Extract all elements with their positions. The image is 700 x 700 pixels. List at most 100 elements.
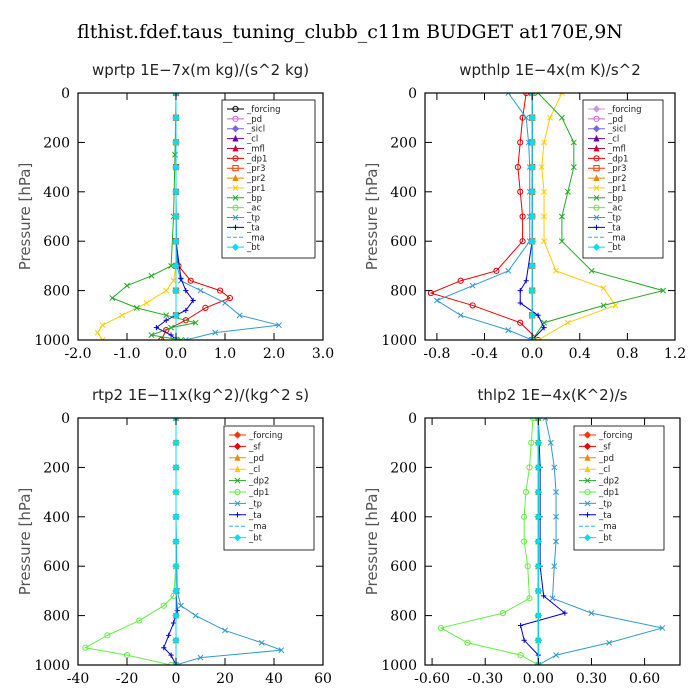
data-point: [104, 632, 111, 639]
legend-item: _ma: [588, 233, 626, 243]
data-point: [517, 300, 523, 306]
legend-item: _forcing: [227, 105, 281, 115]
legend-item: _ma: [229, 522, 267, 532]
legend-item: _bt: [229, 534, 263, 544]
data-point: [222, 299, 228, 306]
legend-label: _ac: [246, 204, 261, 214]
series-bt: [172, 93, 180, 340]
data-point: [588, 610, 595, 617]
series-pr1: [94, 93, 179, 340]
data-point: [528, 286, 536, 295]
series-line: [537, 93, 617, 340]
plot-frame: [77, 417, 324, 666]
data-point: [517, 319, 524, 326]
data-point: [541, 139, 548, 146]
legend-label: _pr2: [607, 174, 627, 184]
data-point: [469, 282, 476, 289]
data-point: [170, 620, 177, 626]
legend-label: _pr3: [246, 164, 266, 174]
data-point: [226, 294, 233, 302]
data-point: [593, 204, 600, 211]
y-tick-label: 1000: [381, 333, 417, 349]
data-point: [583, 533, 592, 542]
data-point: [593, 134, 600, 142]
y-tick-label: 200: [43, 135, 70, 151]
data-point: [553, 489, 559, 496]
data-point: [517, 288, 523, 294]
data-point: [505, 93, 512, 96]
data-point: [522, 489, 530, 496]
data-point: [551, 464, 558, 471]
data-point: [231, 243, 240, 251]
data-point: [593, 115, 600, 122]
data-point: [523, 278, 529, 284]
data-point: [172, 636, 180, 644]
data-point: [172, 311, 180, 319]
data-point: [583, 442, 592, 451]
x-tick-label: 1.2: [664, 346, 686, 362]
data-point: [183, 307, 189, 313]
legend-label: _sicl: [607, 125, 626, 135]
data-point: [136, 617, 143, 624]
legend-item: _dp1: [227, 154, 267, 164]
data-point: [542, 418, 549, 421]
x-tick-label: 0.30: [576, 671, 607, 687]
data-point: [99, 322, 106, 329]
legend-item: _tp: [579, 499, 612, 509]
data-point: [232, 184, 239, 191]
series-dp1: [82, 418, 180, 665]
data-point: [528, 163, 536, 171]
legend-label: _bt: [248, 534, 263, 544]
data-point: [123, 652, 131, 659]
legend-item: _bt: [227, 243, 261, 253]
data-point: [182, 337, 189, 340]
data-point: [534, 513, 542, 521]
data-point: [172, 463, 180, 472]
data-point: [534, 439, 542, 447]
data-point: [541, 593, 547, 599]
legend-item: _cl: [229, 465, 260, 475]
legend-label: _ta: [248, 511, 262, 521]
data-point: [217, 287, 224, 294]
data-point: [528, 237, 536, 245]
y-tick-label: 1000: [34, 658, 70, 674]
data-point: [534, 488, 542, 496]
x-tick-label: 20: [216, 671, 234, 687]
data-point: [232, 174, 239, 181]
data-point: [593, 165, 600, 172]
legend-label: _ta: [607, 223, 621, 233]
x-tick-label: -0.60: [414, 671, 450, 687]
data-point: [547, 439, 554, 446]
legend-item: _pd: [229, 454, 264, 464]
legend-item: _sf: [229, 442, 262, 452]
data-point: [534, 636, 542, 644]
data-point: [166, 632, 172, 638]
data-point: [541, 213, 548, 220]
legend-label: _sf: [248, 442, 262, 452]
data-point: [528, 188, 536, 196]
plot-frame: [424, 417, 681, 666]
data-point: [232, 224, 239, 230]
data-point: [519, 238, 526, 245]
data-point: [593, 194, 600, 201]
data-point: [168, 262, 175, 269]
data-point: [593, 184, 600, 191]
data-point: [526, 464, 533, 471]
data-point: [236, 312, 243, 319]
x-tick-label: 2.0: [263, 346, 285, 362]
data-point: [514, 164, 521, 171]
legend-label: _mfl: [607, 144, 626, 154]
data-point: [528, 439, 535, 446]
data-point: [232, 214, 239, 221]
legend-item: _forcing: [588, 105, 642, 115]
panel-title: wprtp 1E−7x(m kg)/(s^2 kg): [92, 61, 309, 79]
legend-label: _dp2: [248, 477, 269, 487]
data-point: [593, 224, 600, 230]
data-point: [232, 155, 239, 162]
data-point: [143, 299, 150, 306]
data-point: [535, 93, 542, 96]
data-point: [232, 204, 239, 211]
y-tick-label: 1000: [381, 658, 417, 674]
data-point: [558, 114, 565, 121]
y-axis-label: Pressure [hPa]: [16, 163, 34, 271]
